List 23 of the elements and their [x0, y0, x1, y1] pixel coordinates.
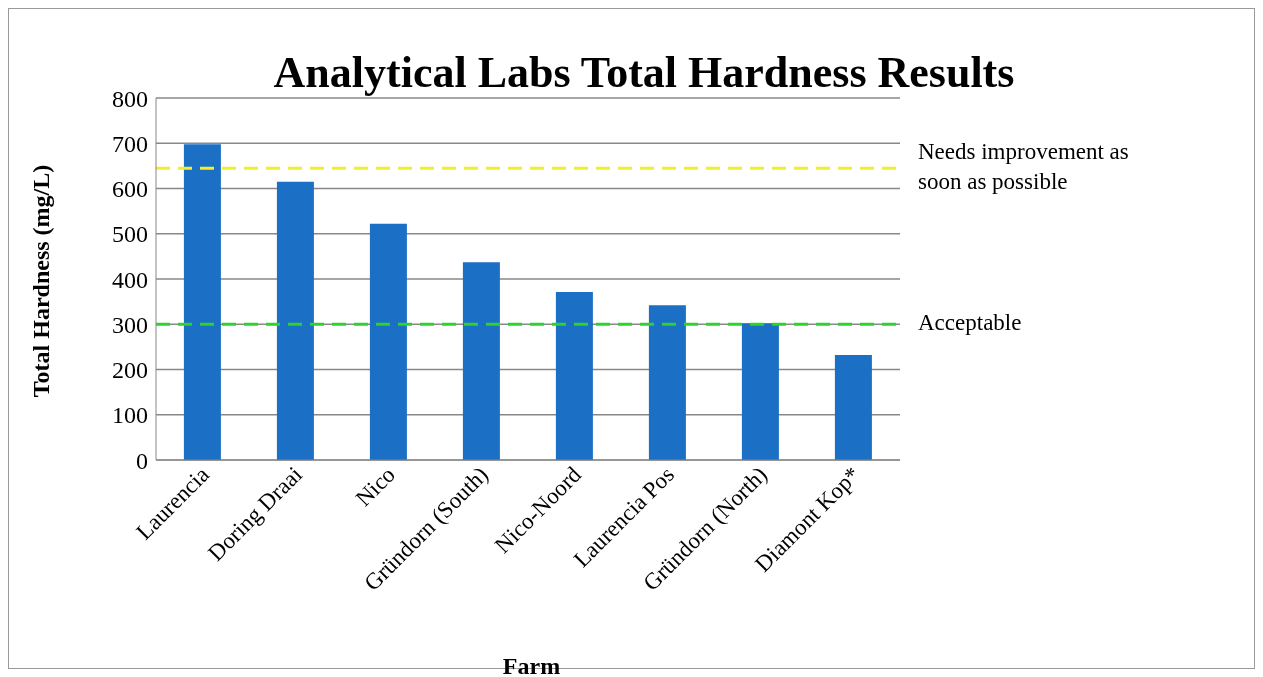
y-tick-label: 100 — [112, 402, 148, 429]
y-tick-label: 400 — [112, 266, 148, 293]
bar — [648, 305, 686, 460]
bar — [462, 262, 500, 460]
chart-title: Analytical Labs Total Hardness Results — [273, 48, 1015, 97]
bar — [741, 323, 779, 460]
x-tick-label: Nico — [350, 461, 401, 512]
y-tick-label: 600 — [112, 176, 148, 203]
y-axis-title: Total Hardness (mg/L) — [27, 164, 55, 398]
y-tick-label: 300 — [112, 311, 148, 338]
y-tick-label: 200 — [112, 357, 148, 384]
y-tick-label: 0 — [136, 447, 148, 474]
bar — [834, 355, 872, 460]
ref-line-label: Needs improvement as soon as possible — [918, 139, 1129, 195]
bar — [183, 144, 221, 460]
y-tick-label: 700 — [112, 130, 148, 157]
x-axis-title: Farm — [501, 653, 562, 677]
bar — [369, 223, 407, 460]
bar — [276, 181, 314, 460]
y-tick-label: 500 — [112, 221, 148, 248]
y-tick-label: 800 — [112, 85, 148, 112]
bar — [555, 292, 593, 460]
ref-line-label: Acceptable — [918, 310, 1022, 336]
